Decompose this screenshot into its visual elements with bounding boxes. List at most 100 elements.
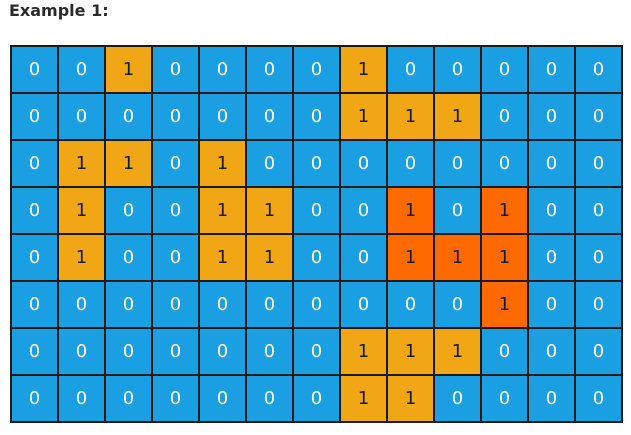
grid-cell-water: 0: [12, 141, 59, 188]
grid-cell-water: 0: [294, 188, 341, 235]
grid-cell-land: 1: [106, 47, 153, 94]
grid-cell-water: 0: [294, 94, 341, 141]
grid-cell-water: 0: [576, 141, 623, 188]
grid-cell-water: 0: [200, 282, 247, 329]
grid-cell-water: 0: [388, 141, 435, 188]
grid-cell-highlighted: 1: [388, 235, 435, 282]
grid-cell-water: 0: [576, 329, 623, 376]
grid-cell-water: 0: [59, 376, 106, 423]
grid-cell-water: 0: [341, 282, 388, 329]
grid-cell-land: 1: [106, 141, 153, 188]
grid-cell-water: 0: [576, 47, 623, 94]
grid-cell-water: 0: [247, 141, 294, 188]
grid-cell-water: 0: [12, 282, 59, 329]
grid-cell-water: 0: [106, 282, 153, 329]
grid-cell-water: 0: [435, 282, 482, 329]
grid-cell-water: 0: [12, 329, 59, 376]
grid-cell-water: 0: [106, 188, 153, 235]
grid-cell-water: 0: [106, 235, 153, 282]
grid-cell-water: 0: [106, 94, 153, 141]
grid-cell-water: 0: [106, 329, 153, 376]
grid-cell-water: 0: [576, 235, 623, 282]
grid-cell-water: 0: [482, 47, 529, 94]
grid-cell-water: 0: [482, 141, 529, 188]
grid-cell-water: 0: [435, 188, 482, 235]
grid-cell-water: 0: [12, 235, 59, 282]
grid-cell-water: 0: [482, 329, 529, 376]
grid-cell-water: 0: [341, 188, 388, 235]
grid-cell-land: 1: [200, 141, 247, 188]
grid-cell-land: 1: [341, 94, 388, 141]
grid-cell-land: 1: [247, 235, 294, 282]
grid-cell-water: 0: [153, 282, 200, 329]
grid-cell-water: 0: [435, 376, 482, 423]
grid-cell-water: 0: [294, 47, 341, 94]
grid-cell-water: 0: [153, 188, 200, 235]
grid-cell-water: 0: [388, 47, 435, 94]
grid-cell-water: 0: [435, 141, 482, 188]
grid-cell-water: 0: [59, 94, 106, 141]
grid-cell-water: 0: [247, 94, 294, 141]
grid-cell-land: 1: [388, 376, 435, 423]
grid-cell-water: 0: [341, 235, 388, 282]
grid-cell-water: 0: [200, 94, 247, 141]
grid-cell-land: 1: [59, 235, 106, 282]
grid-cell-highlighted: 1: [388, 188, 435, 235]
grid-cell-highlighted: 1: [482, 188, 529, 235]
grid-cell-water: 0: [576, 94, 623, 141]
grid-cell-water: 0: [294, 329, 341, 376]
grid-cell-land: 1: [247, 188, 294, 235]
grid-cell-land: 1: [341, 329, 388, 376]
grid-cell-water: 0: [294, 376, 341, 423]
grid-cell-water: 0: [576, 188, 623, 235]
grid-cell-water: 0: [153, 94, 200, 141]
grid-cell-water: 0: [12, 188, 59, 235]
grid-cell-water: 0: [247, 329, 294, 376]
grid-cell-water: 0: [106, 376, 153, 423]
grid-cell-land: 1: [200, 188, 247, 235]
grid-cell-water: 0: [529, 235, 576, 282]
grid-cell-water: 0: [200, 47, 247, 94]
grid-cell-water: 0: [153, 47, 200, 94]
grid-cell-water: 0: [294, 141, 341, 188]
grid-cell-water: 0: [576, 376, 623, 423]
grid-cell-water: 0: [529, 282, 576, 329]
grid-cell-land: 1: [59, 188, 106, 235]
grid-cell-land: 1: [388, 329, 435, 376]
grid-cell-water: 0: [482, 376, 529, 423]
grid-cell-water: 0: [200, 329, 247, 376]
grid-cell-water: 0: [529, 141, 576, 188]
grid-cell-water: 0: [294, 282, 341, 329]
grid-cell-water: 0: [529, 329, 576, 376]
grid-cell-water: 0: [12, 94, 59, 141]
grid-cell-water: 0: [247, 282, 294, 329]
grid-cell-water: 0: [482, 94, 529, 141]
grid-cell-land: 1: [341, 47, 388, 94]
grid-cell-water: 0: [529, 376, 576, 423]
grid-cell-land: 1: [59, 141, 106, 188]
grid-cell-land: 1: [435, 94, 482, 141]
grid-cell-water: 0: [529, 188, 576, 235]
grid-cell-water: 0: [200, 376, 247, 423]
grid-cell-water: 0: [153, 235, 200, 282]
grid-cell-highlighted: 1: [482, 282, 529, 329]
grid-cell-water: 0: [294, 235, 341, 282]
grid-cell-water: 0: [153, 141, 200, 188]
grid-cell-water: 0: [576, 282, 623, 329]
grid-cell-water: 0: [247, 376, 294, 423]
grid-cell-water: 0: [153, 376, 200, 423]
grid-cell-water: 0: [388, 282, 435, 329]
example-heading: Example 1:: [9, 1, 109, 20]
grid-cell-water: 0: [529, 47, 576, 94]
grid-cell-water: 0: [153, 329, 200, 376]
grid-cell-water: 0: [59, 47, 106, 94]
grid-cell-highlighted: 1: [435, 235, 482, 282]
grid-cell-water: 0: [341, 141, 388, 188]
grid-cell-land: 1: [388, 94, 435, 141]
grid-cell-land: 1: [341, 376, 388, 423]
grid-cell-water: 0: [12, 376, 59, 423]
grid-cell-water: 0: [529, 94, 576, 141]
grid-cell-water: 0: [59, 329, 106, 376]
grid-cell-water: 0: [59, 282, 106, 329]
